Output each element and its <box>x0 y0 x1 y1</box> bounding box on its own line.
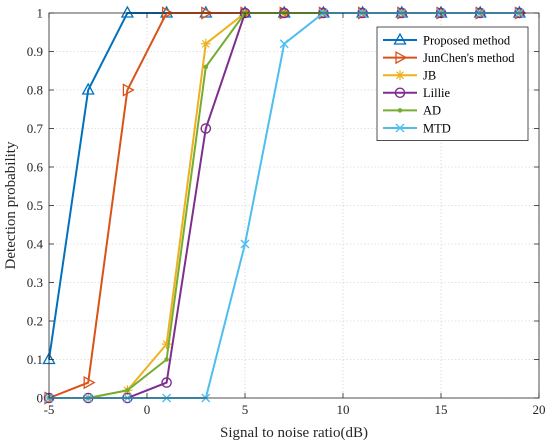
legend-item-ad: AD <box>383 104 441 118</box>
legend-label-lillie: Lillie <box>423 86 451 100</box>
y-axis-label: Detection probability <box>3 141 19 269</box>
data-point-proposed-method <box>120 5 134 18</box>
legend-label-jb: JB <box>423 69 436 83</box>
legend-marker-mtd <box>395 123 405 133</box>
legend-marker-junchen-s-method <box>395 51 408 65</box>
y-tick-label: 0.3 <box>27 275 43 290</box>
legend-label-junchen-s-method: JunChen's method <box>423 51 515 65</box>
data-point-jb <box>161 339 172 350</box>
data-point-mtd <box>240 239 250 249</box>
x-tick-label: -5 <box>44 402 55 417</box>
data-point-junchen-s-method <box>122 83 135 97</box>
data-point-lillie <box>200 123 212 134</box>
y-tick-label: 0.6 <box>27 160 44 175</box>
y-tick-label: 0.7 <box>27 121 44 136</box>
legend-item-proposed-method: Proposed method <box>383 32 511 47</box>
x-axis-label: Signal to noise ratio(dB) <box>220 425 368 441</box>
data-point-mtd <box>279 39 289 49</box>
x-tick-label: 20 <box>533 402 546 417</box>
y-tick-label: 1 <box>37 6 44 21</box>
x-tick-label: 5 <box>242 402 249 417</box>
y-tick-label: 0.2 <box>27 314 43 329</box>
legend-item-mtd: MTD <box>383 121 451 135</box>
data-point-ad <box>203 64 209 70</box>
data-point-junchen-s-method <box>83 376 96 390</box>
legend-item-junchen-s-method: JunChen's method <box>383 51 515 65</box>
legend-label-proposed-method: Proposed method <box>423 33 511 47</box>
legend-box <box>376 26 529 141</box>
data-point-ad <box>164 357 169 362</box>
legend-item-lillie: Lillie <box>383 86 451 100</box>
legend-label-mtd: MTD <box>423 121 451 135</box>
y-tick-label: 0.1 <box>27 352 43 367</box>
y-tick-label: 0.8 <box>27 83 43 98</box>
y-tick-label: 0.5 <box>27 198 43 213</box>
data-point-proposed-method <box>81 82 95 95</box>
y-tick-label: 0.4 <box>27 237 44 252</box>
y-tick-label: 0.9 <box>27 44 43 59</box>
y-tick-label: 0 <box>37 391 44 406</box>
data-point-ad <box>125 388 130 393</box>
data-point-lillie <box>161 377 172 388</box>
legend-label-ad: AD <box>423 104 441 118</box>
legend-marker-lillie <box>394 87 406 99</box>
x-tick-label: 15 <box>435 402 448 417</box>
data-point-jb <box>200 38 211 49</box>
legend-marker-jb <box>395 70 405 81</box>
x-tick-label: 10 <box>337 402 350 417</box>
legend: Proposed method JunChen's method JB Lillie A… <box>376 26 529 141</box>
legend-item-jb: JB <box>383 69 436 83</box>
x-tick-label: 0 <box>144 402 151 417</box>
legend-marker-proposed-method <box>393 32 407 45</box>
legend-marker-ad <box>397 108 403 113</box>
